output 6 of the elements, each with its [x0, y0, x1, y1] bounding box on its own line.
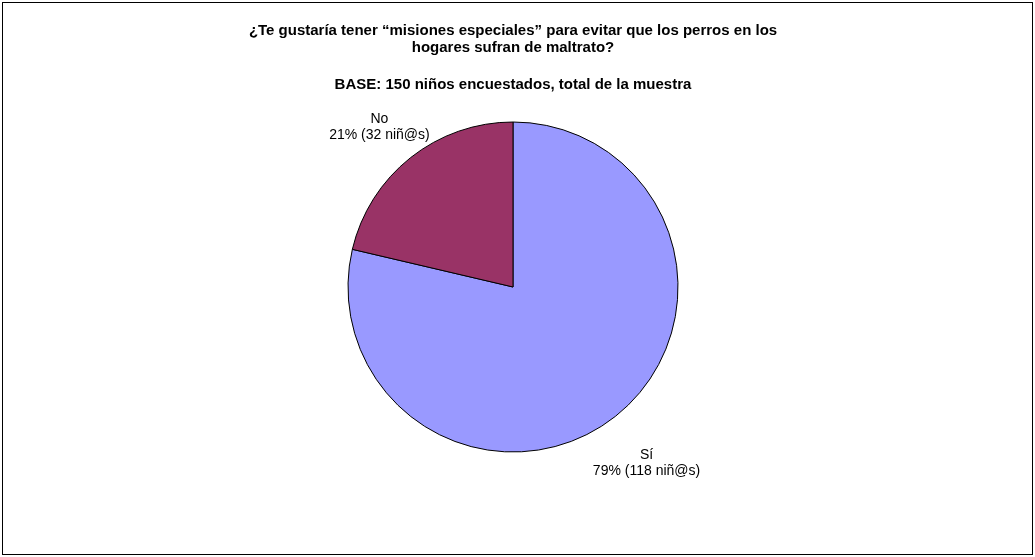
chart-subtitle: BASE: 150 niños encuestados, total de la muestra — [334, 75, 693, 92]
data-label: 21% (32 niñ@s) — [329, 125, 430, 142]
data-label: 79% (118 niñ@s) — [592, 462, 701, 479]
chart-title: ¿Te gustaría tener “misiones especiales” para evitar que los perros en los hogares sufran de maltrato? — [248, 21, 778, 55]
slice-label: Sí — [639, 446, 654, 463]
slice-label: No — [370, 109, 389, 126]
